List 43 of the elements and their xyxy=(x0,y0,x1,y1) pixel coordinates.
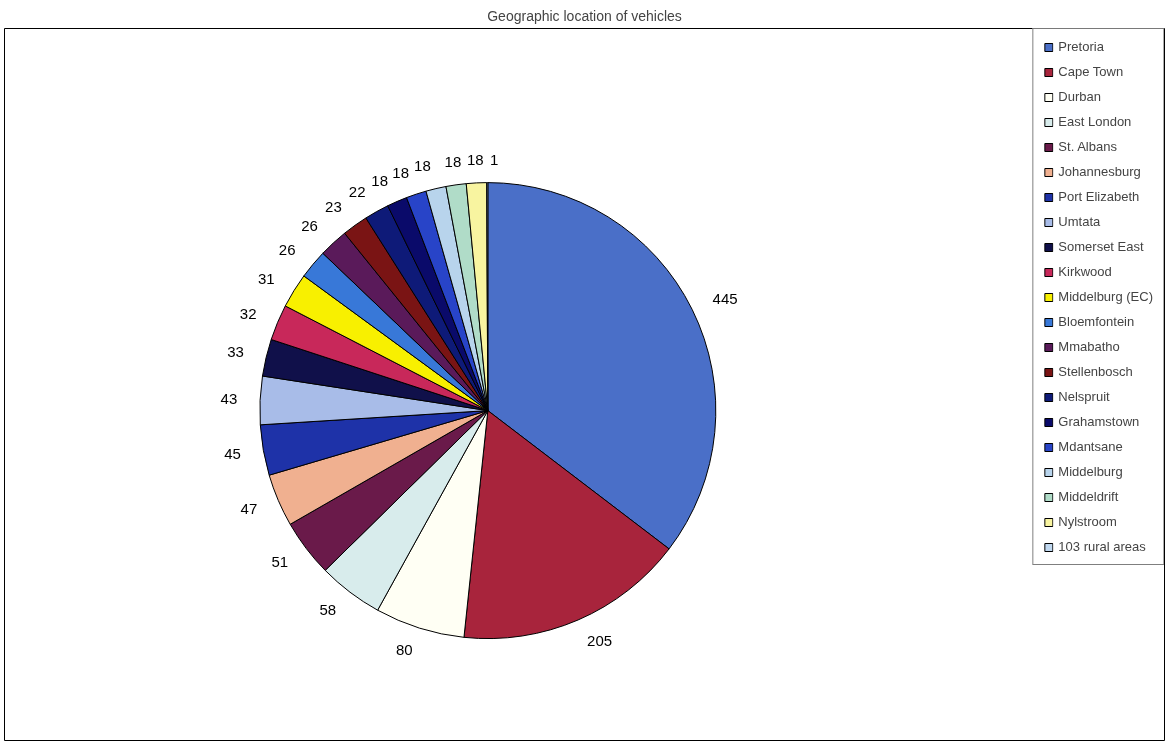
data-label: 31 xyxy=(257,269,275,287)
legend-label: Middeldrift xyxy=(1058,489,1119,504)
legend-label: St. Albans xyxy=(1058,139,1117,154)
data-label: 26 xyxy=(278,240,296,258)
legend-label: Stellenbosch xyxy=(1058,364,1133,379)
legend-label: Mdantsane xyxy=(1058,439,1123,454)
legend-label: 103 rural areas xyxy=(1058,539,1146,554)
data-label: 45 xyxy=(224,445,241,463)
legend-label: Cape Town xyxy=(1058,64,1124,79)
data-label: 26 xyxy=(301,217,318,235)
legend-label: Grahamstown xyxy=(1058,414,1140,429)
legend-label: Pretoria xyxy=(1058,39,1104,54)
legend-label: Umtata xyxy=(1058,214,1101,229)
data-label: 18 xyxy=(392,163,410,181)
legend-label: Somerset East xyxy=(1058,239,1144,254)
data-label: 51 xyxy=(271,553,289,571)
legend-label: Nylstroom xyxy=(1058,514,1117,529)
data-label: 80 xyxy=(395,640,413,658)
legend-label: Nelspruit xyxy=(1058,389,1110,404)
data-label: 47 xyxy=(240,500,258,518)
legend-label: Middelburg (EC) xyxy=(1058,289,1153,304)
data-label: 18 xyxy=(414,157,431,175)
data-label: 205 xyxy=(587,631,613,649)
data-label: 18 xyxy=(444,153,462,171)
data-label: 445 xyxy=(712,290,738,308)
data-label: 43 xyxy=(220,390,238,408)
data-label: 18 xyxy=(466,151,484,169)
legend-label: Durban xyxy=(1058,89,1101,104)
data-label: 32 xyxy=(239,304,257,322)
legend-label: Kirkwood xyxy=(1058,264,1112,279)
legend-label: Mmabatho xyxy=(1058,339,1120,354)
data-label: 58 xyxy=(319,601,337,619)
legend-label: Middelburg xyxy=(1058,464,1123,479)
legend-label: Port Elizabeth xyxy=(1058,189,1140,204)
data-label: 23 xyxy=(325,197,342,215)
data-label: 18 xyxy=(371,171,388,189)
legend-label: Bloemfontein xyxy=(1058,314,1135,329)
legend-label: East London xyxy=(1058,114,1132,129)
legend-label: Johannesburg xyxy=(1058,164,1141,179)
chart-title: Geographic location of vehicles xyxy=(487,7,682,24)
data-label: 1 xyxy=(489,150,499,168)
data-label: 33 xyxy=(227,343,244,361)
data-label: 22 xyxy=(348,182,366,200)
